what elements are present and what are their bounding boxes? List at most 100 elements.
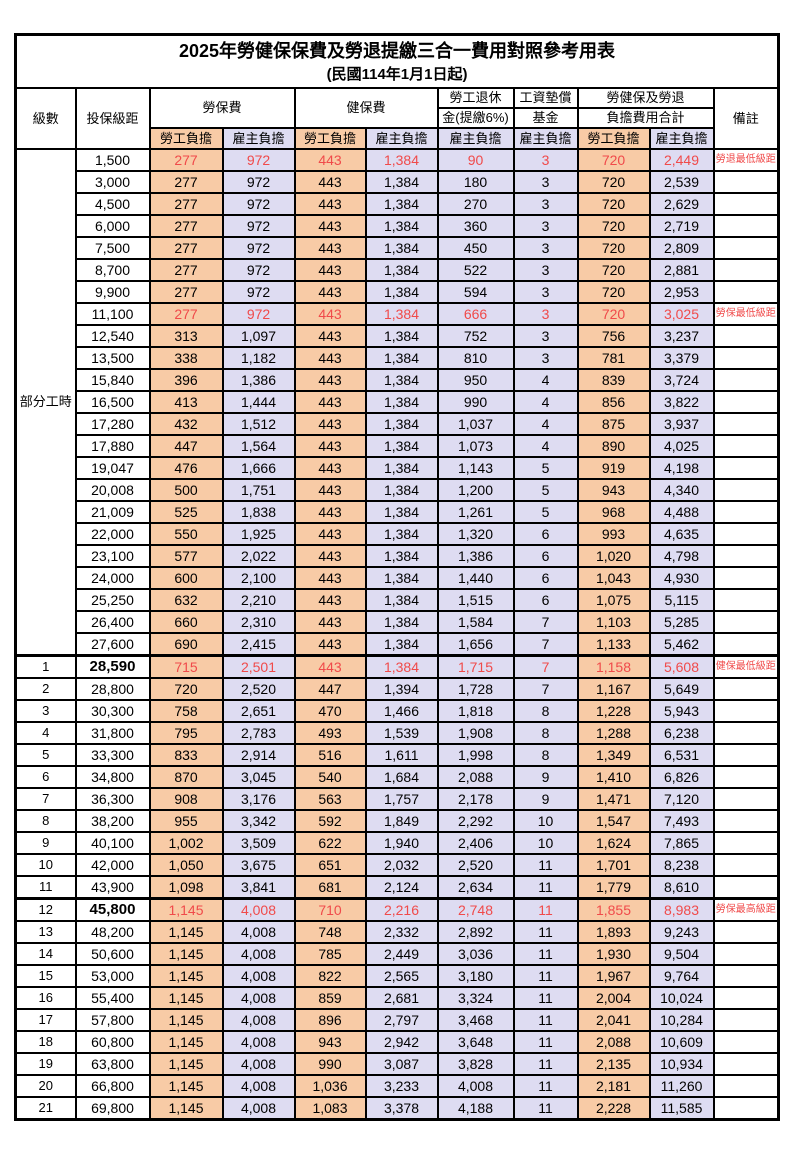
- bracket-cell: 50,600: [74, 942, 151, 966]
- value-cell: 4,008: [221, 986, 296, 1010]
- table-row: 6 34,800 870 3,045 540 1,684 2,088 9 1,410 6,826: [14, 765, 780, 789]
- value-cell: 11: [512, 1074, 579, 1098]
- value-cell: 1,394: [364, 677, 439, 701]
- value-cell: 4,340: [648, 478, 715, 502]
- value-cell: 2,914: [221, 743, 296, 767]
- remark-cell: [712, 324, 780, 348]
- value-cell: 993: [576, 522, 651, 546]
- value-cell: 3,828: [436, 1052, 515, 1076]
- remark-cell: [712, 522, 780, 546]
- value-cell: 1,037: [436, 412, 515, 436]
- value-cell: 3,841: [221, 875, 296, 900]
- value-cell: 443: [293, 170, 367, 194]
- value-cell: 968: [576, 500, 651, 524]
- value-cell: 1,384: [364, 258, 439, 282]
- value-cell: 2,210: [221, 588, 296, 612]
- remark-cell: [712, 875, 780, 900]
- value-cell: 1,684: [364, 765, 439, 789]
- value-cell: 1,036: [293, 1074, 367, 1098]
- table-row: 16 55,400 1,145 4,008 859 2,681 3,324 11 2,004 10…: [14, 986, 780, 1010]
- level-cell: 17: [14, 1008, 77, 1032]
- value-cell: 1,512: [221, 412, 296, 436]
- value-cell: 3,036: [436, 942, 515, 966]
- value-cell: 443: [293, 280, 367, 304]
- value-cell: 2,032: [364, 853, 439, 877]
- value-cell: 443: [293, 148, 367, 172]
- bracket-cell: 1,500: [74, 148, 151, 172]
- value-cell: 720: [576, 236, 651, 260]
- value-cell: 972: [221, 214, 296, 238]
- value-cell: 2,520: [436, 853, 515, 877]
- value-cell: 1,701: [576, 853, 651, 877]
- value-cell: 1,261: [436, 500, 515, 524]
- col-header-wage-fund-line1: 工資墊償: [512, 87, 579, 109]
- value-cell: 3: [512, 280, 579, 304]
- value-cell: 3,045: [221, 765, 296, 789]
- bracket-cell: 21,009: [74, 500, 151, 524]
- table-title-cell: 2025年勞健保保費及勞退提繳三合一費用對照參考用表 (民國114年1月1日起): [14, 33, 780, 89]
- value-cell: 1,384: [364, 368, 439, 392]
- remark-cell: [712, 1052, 780, 1076]
- value-cell: 1,410: [576, 765, 651, 789]
- value-cell: 10,284: [648, 1008, 715, 1032]
- value-cell: 8: [512, 699, 579, 723]
- value-cell: 785: [293, 942, 367, 966]
- value-cell: 443: [293, 434, 367, 458]
- bracket-cell: 24,000: [74, 566, 151, 590]
- bracket-cell: 27,600: [74, 632, 151, 657]
- value-cell: 1,098: [148, 875, 224, 900]
- value-cell: 1,384: [364, 434, 439, 458]
- table-row: 26,400 660 2,310 443 1,384 1,584 7 1,103 5,285: [16, 610, 780, 634]
- value-cell: 9,504: [648, 942, 715, 966]
- table-row: 17 57,800 1,145 4,008 896 2,797 3,468 11 2,041 10…: [14, 1008, 780, 1032]
- value-cell: 2,881: [648, 258, 715, 282]
- remark-cell: [712, 853, 780, 877]
- remark-cell: [712, 346, 780, 370]
- value-cell: 795: [148, 721, 224, 745]
- value-cell: 2,748: [436, 897, 515, 922]
- value-cell: 859: [293, 986, 367, 1010]
- value-cell: 5,943: [648, 699, 715, 723]
- value-cell: 3,025: [648, 302, 715, 326]
- value-cell: 2,942: [364, 1030, 439, 1054]
- table-row: 19 63,800 1,145 4,008 990 3,087 3,828 11 2,135 10…: [14, 1052, 780, 1076]
- bracket-cell: 60,800: [74, 1030, 151, 1054]
- col-header-bracket: 投保級距: [74, 87, 151, 150]
- value-cell: 3: [512, 346, 579, 370]
- value-cell: 720: [576, 302, 651, 326]
- remark-cell: 勞保最高級距: [712, 897, 780, 922]
- table-row: 2 28,800 720 2,520 447 1,394 1,728 7 1,167 5,649: [14, 677, 780, 701]
- remark-cell: [712, 610, 780, 634]
- col-header-pension-line2: 金(提繳6%): [436, 107, 515, 129]
- table-row: 4 31,800 795 2,783 493 1,539 1,908 8 1,288 6,238: [14, 721, 780, 745]
- value-cell: 3,724: [648, 368, 715, 392]
- value-cell: 720: [576, 170, 651, 194]
- value-cell: 1,200: [436, 478, 515, 502]
- remark-cell: [712, 588, 780, 612]
- remark-cell: [712, 699, 780, 723]
- value-cell: 5,608: [648, 654, 715, 679]
- value-cell: 972: [221, 258, 296, 282]
- value-cell: 5: [512, 478, 579, 502]
- value-cell: 1,145: [148, 1074, 224, 1098]
- value-cell: 11: [512, 1008, 579, 1032]
- value-cell: 972: [221, 148, 296, 172]
- value-cell: 810: [436, 346, 515, 370]
- bracket-cell: 11,100: [74, 302, 151, 326]
- table-row: 17,880 447 1,564 443 1,384 1,073 4 890 4,025: [16, 434, 780, 458]
- value-cell: 1,145: [148, 1008, 224, 1032]
- value-cell: 1,386: [221, 368, 296, 392]
- value-cell: 3: [512, 302, 579, 326]
- value-cell: 2,892: [436, 920, 515, 944]
- value-cell: 8,610: [648, 875, 715, 900]
- page-subtitle: (民國114年1月1日起): [326, 65, 468, 83]
- value-cell: 443: [293, 610, 367, 634]
- value-cell: 2,088: [436, 765, 515, 789]
- subheader-labor-employer: 雇主負擔: [221, 127, 296, 150]
- remark-cell: 健保最低級距: [712, 654, 780, 679]
- value-cell: 1,384: [364, 302, 439, 326]
- value-cell: 550: [148, 522, 224, 546]
- bracket-cell: 31,800: [74, 721, 151, 745]
- value-cell: 277: [148, 258, 224, 282]
- value-cell: 11: [512, 1030, 579, 1054]
